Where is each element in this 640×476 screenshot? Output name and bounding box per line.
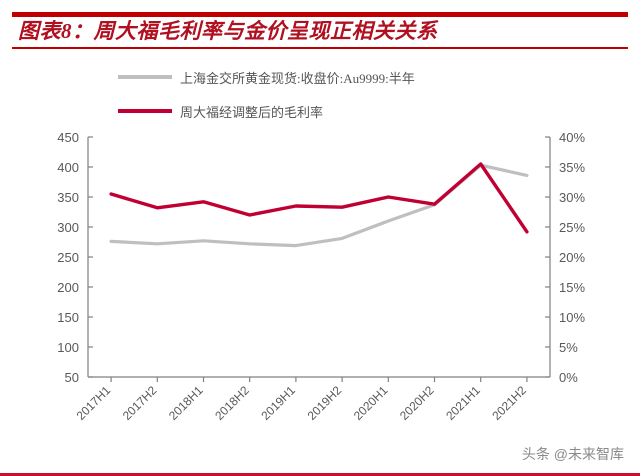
legend-label-gold-price: 上海金交所黄金现货:收盘价:Au9999:半年: [180, 70, 415, 86]
left-axis-tick-label: 100: [57, 340, 79, 355]
label-layer: 450 400 350 300 250 200 150 100 50 40% 35% 30% 25% 20…: [57, 130, 585, 423]
left-axis-tick-label: 150: [57, 310, 79, 325]
right-axis-tick-label: 40%: [559, 130, 585, 145]
series-layer: [109, 162, 529, 248]
left-axis-tick-label: 250: [57, 250, 79, 265]
watermark: 头条 @未来智库: [521, 446, 624, 462]
title-rule-bottom: [12, 47, 628, 49]
axis-layer: [87, 136, 551, 382]
x-axis-category-label: 2021H1: [443, 383, 483, 423]
x-axis-category-label: 2020H2: [397, 383, 437, 423]
right-axis-tick-label: 0%: [559, 370, 578, 385]
right-axis-tick-label: 10%: [559, 310, 585, 325]
legend-item-gross-margin: 周大福经调整后的毛利率: [118, 102, 323, 120]
right-axis-tick-label: 35%: [559, 160, 585, 175]
left-axis-tick-label: 350: [57, 190, 79, 205]
right-axis-tick-label: 30%: [559, 190, 585, 205]
legend-label-gross-margin: 周大福经调整后的毛利率: [180, 104, 324, 120]
right-axis-tick-label: 25%: [559, 220, 585, 235]
left-axis-tick-label: 200: [57, 280, 79, 295]
x-axis-category-label: 2018H1: [166, 383, 206, 423]
x-axis-category-label: 2017H1: [74, 383, 114, 423]
line-swatch-icon-gold: [118, 75, 172, 79]
x-axis-category-label: 2017H2: [120, 383, 160, 423]
left-axis-tick-label: 50: [65, 370, 79, 385]
legend-item-gold-price: 上海金交所黄金现货:收盘价:Au9999:半年: [118, 68, 415, 86]
title-rule-top: [12, 12, 628, 17]
x-axis-category-label: 2019H1: [258, 383, 298, 423]
x-axis-category-label: 2020H1: [351, 383, 391, 423]
page-title: 图表8：周大福毛利率与金价呈现正相关关系: [18, 19, 438, 43]
right-axis-tick-label: 15%: [559, 280, 585, 295]
x-axis-category-label: 2019H2: [305, 383, 345, 423]
x-axis-category-label: 2018H2: [212, 383, 252, 423]
right-axis-tick-label: 5%: [559, 340, 578, 355]
series-line-gross-margin: [109, 162, 529, 234]
x-axis-category-label: 2021H2: [489, 383, 529, 423]
line-swatch-icon-margin: [118, 109, 172, 113]
left-axis-tick-label: 300: [57, 220, 79, 235]
left-axis-tick-label: 400: [57, 160, 79, 175]
footer-rule: [0, 473, 640, 476]
right-axis-tick-label: 20%: [559, 250, 585, 265]
left-axis-tick-label: 450: [57, 130, 79, 145]
